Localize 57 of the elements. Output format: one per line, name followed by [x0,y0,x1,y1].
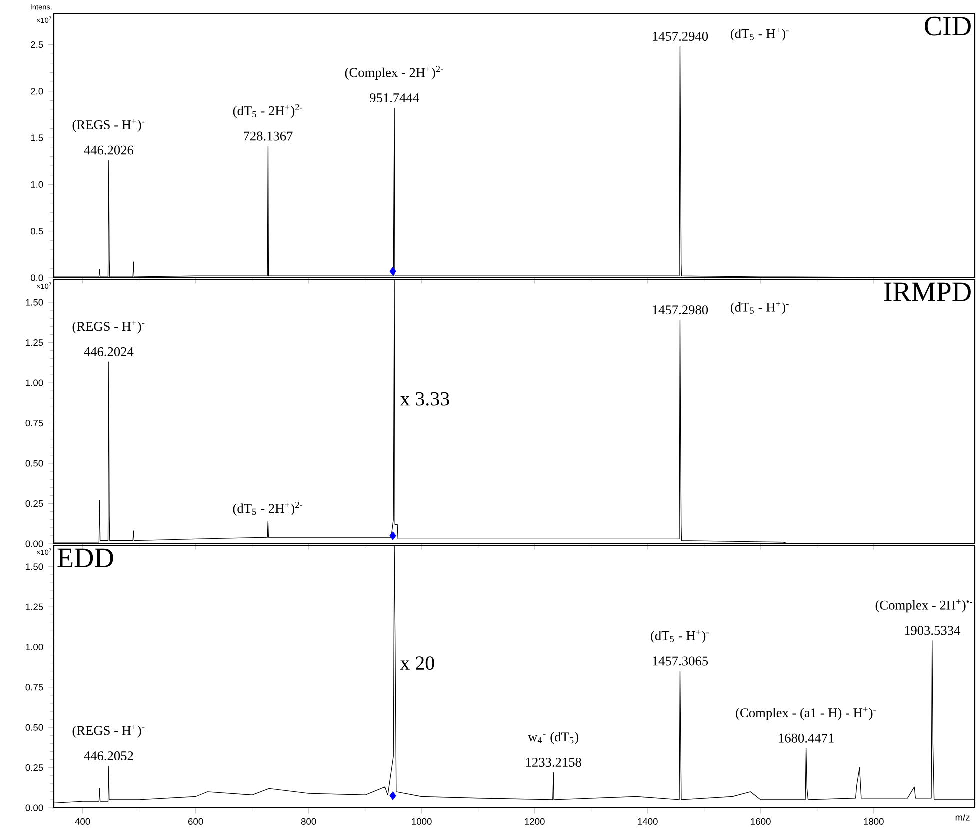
x-tick-label: 1000 [412,818,432,825]
annotation: (REGS - H$^{+}$)$^{-}$ [72,724,145,738]
annotation: 728.1367 [244,132,293,141]
y-tick-label: 0.25 [26,500,44,507]
x-tick-label: 400 [75,818,90,825]
y-tick-label: 1.00 [26,380,44,386]
x-tick-label: 600 [188,818,204,825]
x-tick-label: 1400 [638,818,658,825]
y-tick-label: 1.50 [26,563,44,570]
chart-title: IRMPD [884,282,971,302]
annotation: (Complex - 2H$^{+}$)$^{•-}$ [876,599,972,612]
y-tick-label: 0.50 [26,724,44,731]
annotation: 1680.4471 [779,734,834,743]
y-tick-label: 1.00 [26,644,44,650]
y-tick-label: 1.5 [31,134,44,142]
annotation: (dT$_{5}$ - H$^{+}$)$^{-}$ [731,28,789,41]
y-tick-label: 1.25 [26,604,44,610]
annotation: (REGS - H$^{+}$)$^{-}$ [72,119,145,132]
x-tick-label: 800 [301,818,316,825]
y-tick-label: 0.75 [26,684,44,691]
y-tick-label: 1.0 [31,181,44,188]
annotation: (Complex - (a1 - H) - H$^{+}$)$^{-}$ [736,707,876,720]
annotation: 1233.2158 [526,758,582,767]
annotation: (Complex - 2H$^{+}$)$^{2-}$ [345,66,444,80]
y-tick-label: 2.5 [31,41,44,48]
y-tick-label: 0.00 [26,540,44,548]
annotation: w$_{4}$$^{-}$ (dT$_{5}$) [528,732,579,744]
chart-title: EDD [58,548,114,568]
annotation: 446.2024 [84,347,134,356]
y-tick-label: 0.5 [30,228,44,234]
y-tick-label: 1.50 [26,299,44,306]
y-tick-label: 0.0 [30,274,44,282]
annotation: 446.2026 [84,146,134,155]
chart-title: CID [925,16,971,36]
x-tick-label: 1800 [864,818,884,825]
x-axis-title: m/z [956,814,970,821]
annotation: 951.7444 [370,93,420,102]
y-tick-label: 0.50 [26,460,44,467]
annotation: 1903.5334 [905,626,960,636]
annotation: 1457.3065 [653,656,708,666]
annotation: 446.2052 [84,751,134,760]
annotation: (dT$_{5}$ - 2H$^{+}$)$^{2-}$ [233,502,303,516]
y-tick-label: 0.00 [26,804,44,812]
annotation: 1457.2940 [653,32,708,41]
annotation: x 3.33 [400,392,450,406]
annotation: 1457.2980 [653,305,708,314]
x-tick-label: 1600 [751,818,771,825]
annotation: (dT$_{5}$ - H$^{+}$)$^{-}$ [731,301,789,314]
y-tick-label: 0.25 [26,764,44,771]
annotation: (dT$_{5}$ - 2H$^{+}$)$^{2-}$ [233,104,303,118]
annotation: x 20 [400,656,434,670]
y-tick-label: 0.75 [26,420,44,426]
y-tick-label: 2.0 [31,88,44,94]
y-tick-label: 1.25 [26,339,44,346]
annotation: (REGS - H$^{+}$)$^{-}$ [72,320,145,334]
annotation: (dT$_{5}$ - H$^{+}$)$^{-}$ [651,630,709,643]
x-tick-label: 1200 [525,818,545,825]
